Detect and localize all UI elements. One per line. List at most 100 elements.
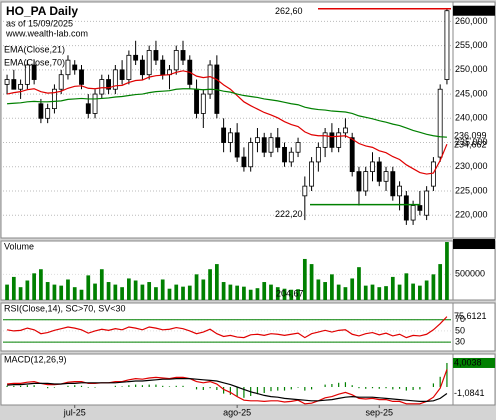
histogram-bar	[6, 385, 8, 387]
bar	[201, 279, 206, 300]
ema-line	[6, 70, 448, 175]
candle-body	[315, 146, 321, 163]
histogram-bar	[236, 387, 238, 397]
x-tick-label: jul-25	[63, 407, 86, 417]
value-tag: 234,662	[454, 140, 487, 150]
candle-body	[268, 137, 274, 153]
candle-body	[288, 151, 294, 163]
histogram-bar	[371, 387, 374, 389]
histogram-bar	[310, 387, 313, 390]
histogram-bar	[392, 387, 394, 390]
candle-body	[45, 108, 51, 119]
value-tag: 262,200	[454, 5, 487, 15]
histogram-bar	[182, 385, 184, 387]
candle-body	[112, 69, 118, 90]
histogram-bar	[446, 362, 448, 387]
y-tick-label: 245,000	[455, 88, 488, 98]
histogram-bar	[209, 387, 211, 389]
histogram-bar	[168, 386, 171, 387]
candle-body	[329, 132, 335, 148]
bar	[269, 284, 273, 300]
candle-body	[24, 64, 30, 85]
candle-body	[410, 205, 416, 221]
bar	[384, 286, 388, 300]
source: www.wealth-lab.com	[5, 28, 88, 38]
bar	[289, 289, 294, 300]
bar	[255, 288, 260, 300]
histogram-bar	[223, 387, 225, 394]
bar	[221, 282, 226, 300]
histogram-bar	[202, 387, 204, 390]
bar	[11, 276, 16, 300]
bar	[127, 278, 131, 300]
bar	[296, 289, 300, 300]
bar	[343, 287, 348, 300]
candle-body	[58, 74, 64, 90]
y-tick-label: 250,000	[455, 64, 488, 74]
candle-body	[295, 142, 301, 153]
histogram-bar	[256, 387, 259, 395]
bar	[99, 269, 104, 300]
candle-body	[146, 50, 152, 76]
histogram-bar	[47, 387, 49, 389]
bar	[404, 273, 409, 300]
candle-body	[18, 83, 24, 90]
bar	[154, 287, 158, 300]
candle-body	[336, 132, 342, 148]
bar	[248, 289, 253, 300]
y-tick-label: 500000	[455, 269, 485, 279]
histogram-bar	[74, 385, 76, 387]
bar	[431, 274, 436, 300]
candle-body	[275, 137, 281, 148]
bar	[181, 286, 185, 300]
bar	[120, 287, 124, 300]
bar	[147, 282, 152, 300]
histogram-bar	[270, 387, 272, 392]
histogram-bar	[128, 385, 130, 387]
bar	[72, 287, 77, 300]
histogram-bar	[419, 387, 421, 390]
candle-body	[444, 10, 450, 80]
bar	[106, 282, 111, 300]
histogram-bar	[162, 385, 164, 387]
candle-body	[139, 59, 145, 76]
bar	[397, 284, 402, 300]
candle-body	[349, 137, 355, 173]
histogram-bar	[155, 384, 157, 387]
histogram-bar	[263, 387, 265, 393]
histogram-bar	[304, 387, 306, 391]
histogram-bar	[358, 387, 360, 389]
histogram-bar	[344, 382, 347, 387]
histogram-bar	[351, 385, 353, 387]
histogram-bar	[87, 387, 89, 388]
value-tag: 1,13 M	[454, 238, 482, 248]
note: 204,67	[276, 288, 304, 298]
bar	[18, 287, 23, 300]
bar	[302, 258, 307, 300]
value-tag: -1,0841	[454, 388, 485, 398]
y-tick-label: 225,000	[455, 185, 488, 195]
bar	[79, 289, 84, 300]
candle-body	[31, 64, 37, 80]
histogram-bar	[283, 387, 286, 391]
panel	[0, 302, 454, 352]
bar	[187, 285, 192, 300]
level-label: 262,60	[275, 6, 303, 16]
y-tick-label: 235,000	[455, 137, 488, 147]
value-tag: 75,6121	[454, 311, 487, 321]
candle-body	[133, 54, 139, 61]
candle-body	[322, 132, 328, 148]
histogram-bar	[290, 387, 292, 390]
histogram-bar	[141, 385, 144, 387]
bar	[228, 284, 233, 300]
candle-body	[4, 79, 10, 85]
candle-body	[370, 161, 375, 173]
x-tick-label: ago-25	[223, 407, 251, 417]
subtitle: as of 15/09/2025	[6, 18, 73, 28]
candle-body	[356, 171, 362, 192]
bar	[214, 264, 219, 300]
histogram-bar	[94, 387, 96, 388]
bar	[350, 278, 355, 300]
candle-body	[173, 50, 179, 71]
panel-title: RSI(Close,14), SC>70, SV<30	[4, 303, 126, 313]
